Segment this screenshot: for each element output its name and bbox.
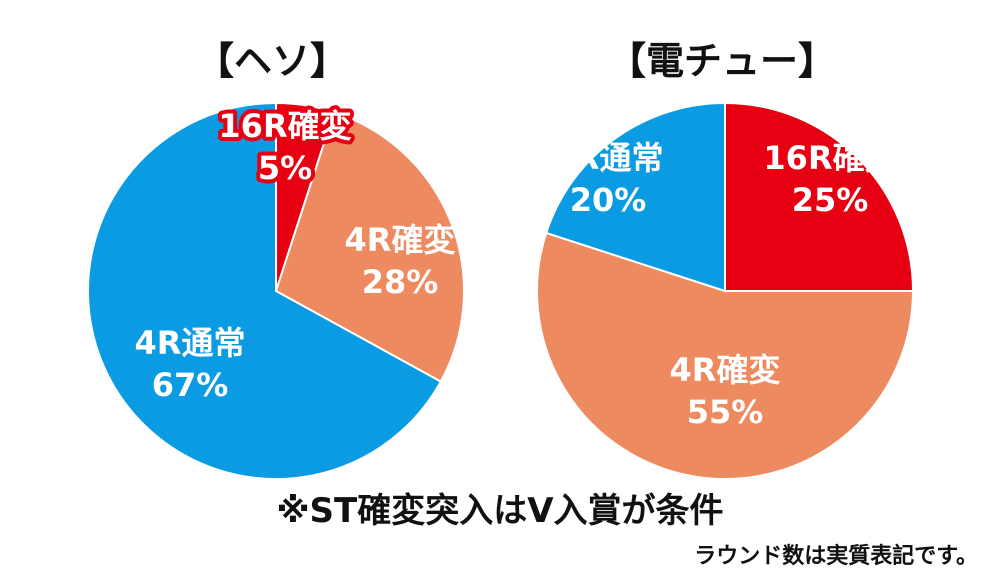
subnote: ラウンド数は実質表記です。 xyxy=(694,544,978,569)
slice-label-1-2: 4R通常 xyxy=(553,139,664,177)
chart-title-denchu: 【電チュー】 xyxy=(607,39,837,83)
slice-label-1-1: 4R確変 xyxy=(670,351,781,389)
chart-title-heso: 【ヘソ】 xyxy=(195,39,349,83)
pie-slice-1-2 xyxy=(544,101,726,293)
slice-percent-1-0: 25% xyxy=(792,181,869,219)
slice-percent-0-0: 5% xyxy=(258,149,312,187)
slice-percent-0-2: 67% xyxy=(152,366,229,404)
pie-slice-1-1 xyxy=(536,231,915,480)
slice-percent-1-2: 20% xyxy=(570,181,647,219)
pie-slice-1-0 xyxy=(724,101,915,292)
slice-percent-1-1: 55% xyxy=(687,393,764,431)
slice-label-1-0: 16R確変 xyxy=(763,139,896,177)
footnote: ※ST確変突入はV入賞が条件 xyxy=(276,491,724,531)
slice-percent-0-1: 28% xyxy=(362,263,439,301)
slice-label-0-0: 16R確変 xyxy=(218,107,351,145)
slice-label-0-2: 4R通常 xyxy=(135,324,246,362)
pie-slice-0-2 xyxy=(87,101,443,480)
slice-label-0-1: 4R確変 xyxy=(345,221,456,259)
pie-slice-0-1 xyxy=(274,110,465,383)
